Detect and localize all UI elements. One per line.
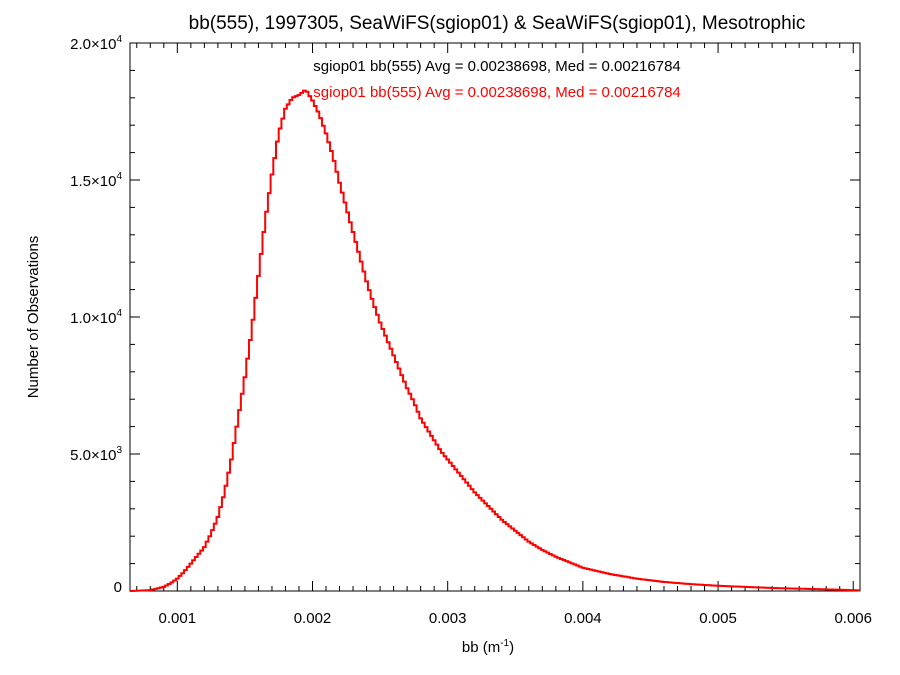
y-tick-mantissa: 1.5×10 [70,173,116,190]
y-tick-label: 2.0×104 [70,34,122,53]
x-tick-label: 0.002 [294,610,332,627]
stats-annotation-black: sgiop01 bb(555) Avg = 0.00238698, Med = … [313,58,681,75]
x-axis-label-main: bb (m [462,639,500,656]
y-tick-mantissa: 1.0×10 [70,310,116,327]
x-tick-label: 0.001 [159,610,197,627]
y-tick-exponent: 3 [116,445,122,456]
y-tick-label: 5.0×103 [70,445,122,464]
y-axis-label: Number of Observations [25,236,42,399]
x-tick-label: 0.006 [834,610,872,627]
plot-frame [129,42,861,592]
histogram-series-line [130,89,860,592]
y-tick-label: 1.0×104 [70,308,122,327]
x-axis-label: bb (m-1) [462,638,514,656]
y-tick-label: 0 [114,579,122,596]
y-tick-exponent: 4 [116,171,122,182]
y-tick-mantissa: 0 [114,579,122,596]
y-tick-label: 1.5×104 [70,171,122,190]
axis-ticks [130,42,860,592]
chart-title: bb(555), 1997305, SeaWiFS(sgiop01) & Sea… [189,13,806,34]
y-tick-exponent: 4 [116,308,122,319]
y-tick-mantissa: 5.0×10 [70,447,116,464]
x-tick-label: 0.004 [564,610,602,627]
stats-annotation-red: sgiop01 bb(555) Avg = 0.00238698, Med = … [313,84,681,101]
x-tick-labels: 0.001 0.002 0.003 0.004 0.005 0.006 [159,610,872,627]
x-tick-label: 0.005 [699,610,737,627]
y-tick-mantissa: 2.0×10 [70,36,116,53]
x-axis-label-sup: -1 [500,638,509,649]
x-tick-label: 0.003 [429,610,467,627]
x-axis-label-close: ) [509,639,514,656]
y-tick-exponent: 4 [116,34,122,45]
